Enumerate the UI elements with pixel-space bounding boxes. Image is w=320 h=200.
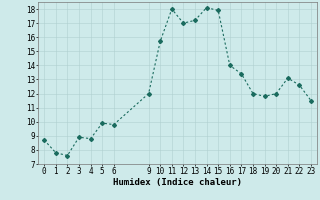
X-axis label: Humidex (Indice chaleur): Humidex (Indice chaleur) [113, 178, 242, 187]
